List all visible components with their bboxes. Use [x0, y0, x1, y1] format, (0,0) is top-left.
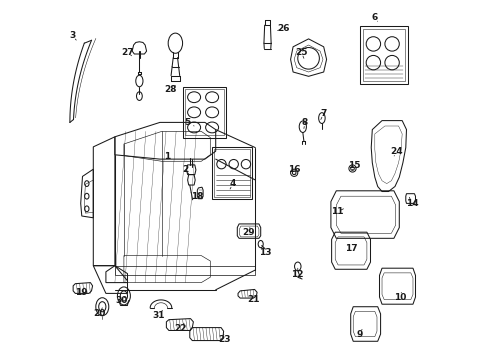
Text: 5: 5: [184, 118, 194, 127]
Text: 24: 24: [389, 148, 402, 156]
Text: 6: 6: [371, 13, 377, 22]
Text: 3: 3: [69, 31, 76, 40]
Text: 26: 26: [277, 23, 289, 32]
Text: 31: 31: [152, 310, 165, 320]
Text: 1: 1: [163, 152, 170, 161]
Text: 25: 25: [295, 48, 307, 58]
Text: 7: 7: [320, 109, 326, 120]
Text: 12: 12: [291, 268, 304, 279]
Text: 23: 23: [218, 334, 230, 343]
Text: 4: 4: [229, 179, 236, 189]
Text: 21: 21: [247, 295, 259, 304]
Text: 18: 18: [190, 192, 203, 201]
Text: 15: 15: [347, 161, 360, 170]
Text: 13: 13: [259, 248, 271, 257]
Text: 19: 19: [75, 288, 88, 297]
Text: 29: 29: [241, 228, 254, 237]
Text: 20: 20: [93, 308, 106, 318]
Text: 27: 27: [121, 48, 134, 57]
Text: 16: 16: [287, 165, 300, 175]
Text: 17: 17: [345, 244, 357, 253]
Text: 28: 28: [164, 85, 177, 94]
Text: 14: 14: [405, 197, 417, 208]
Text: 8: 8: [301, 118, 307, 129]
Text: 10: 10: [393, 292, 406, 302]
Text: 2: 2: [182, 165, 188, 174]
Text: 11: 11: [330, 207, 343, 216]
Text: 30: 30: [115, 296, 127, 305]
Text: 22: 22: [174, 323, 186, 333]
Text: 9: 9: [356, 329, 362, 338]
